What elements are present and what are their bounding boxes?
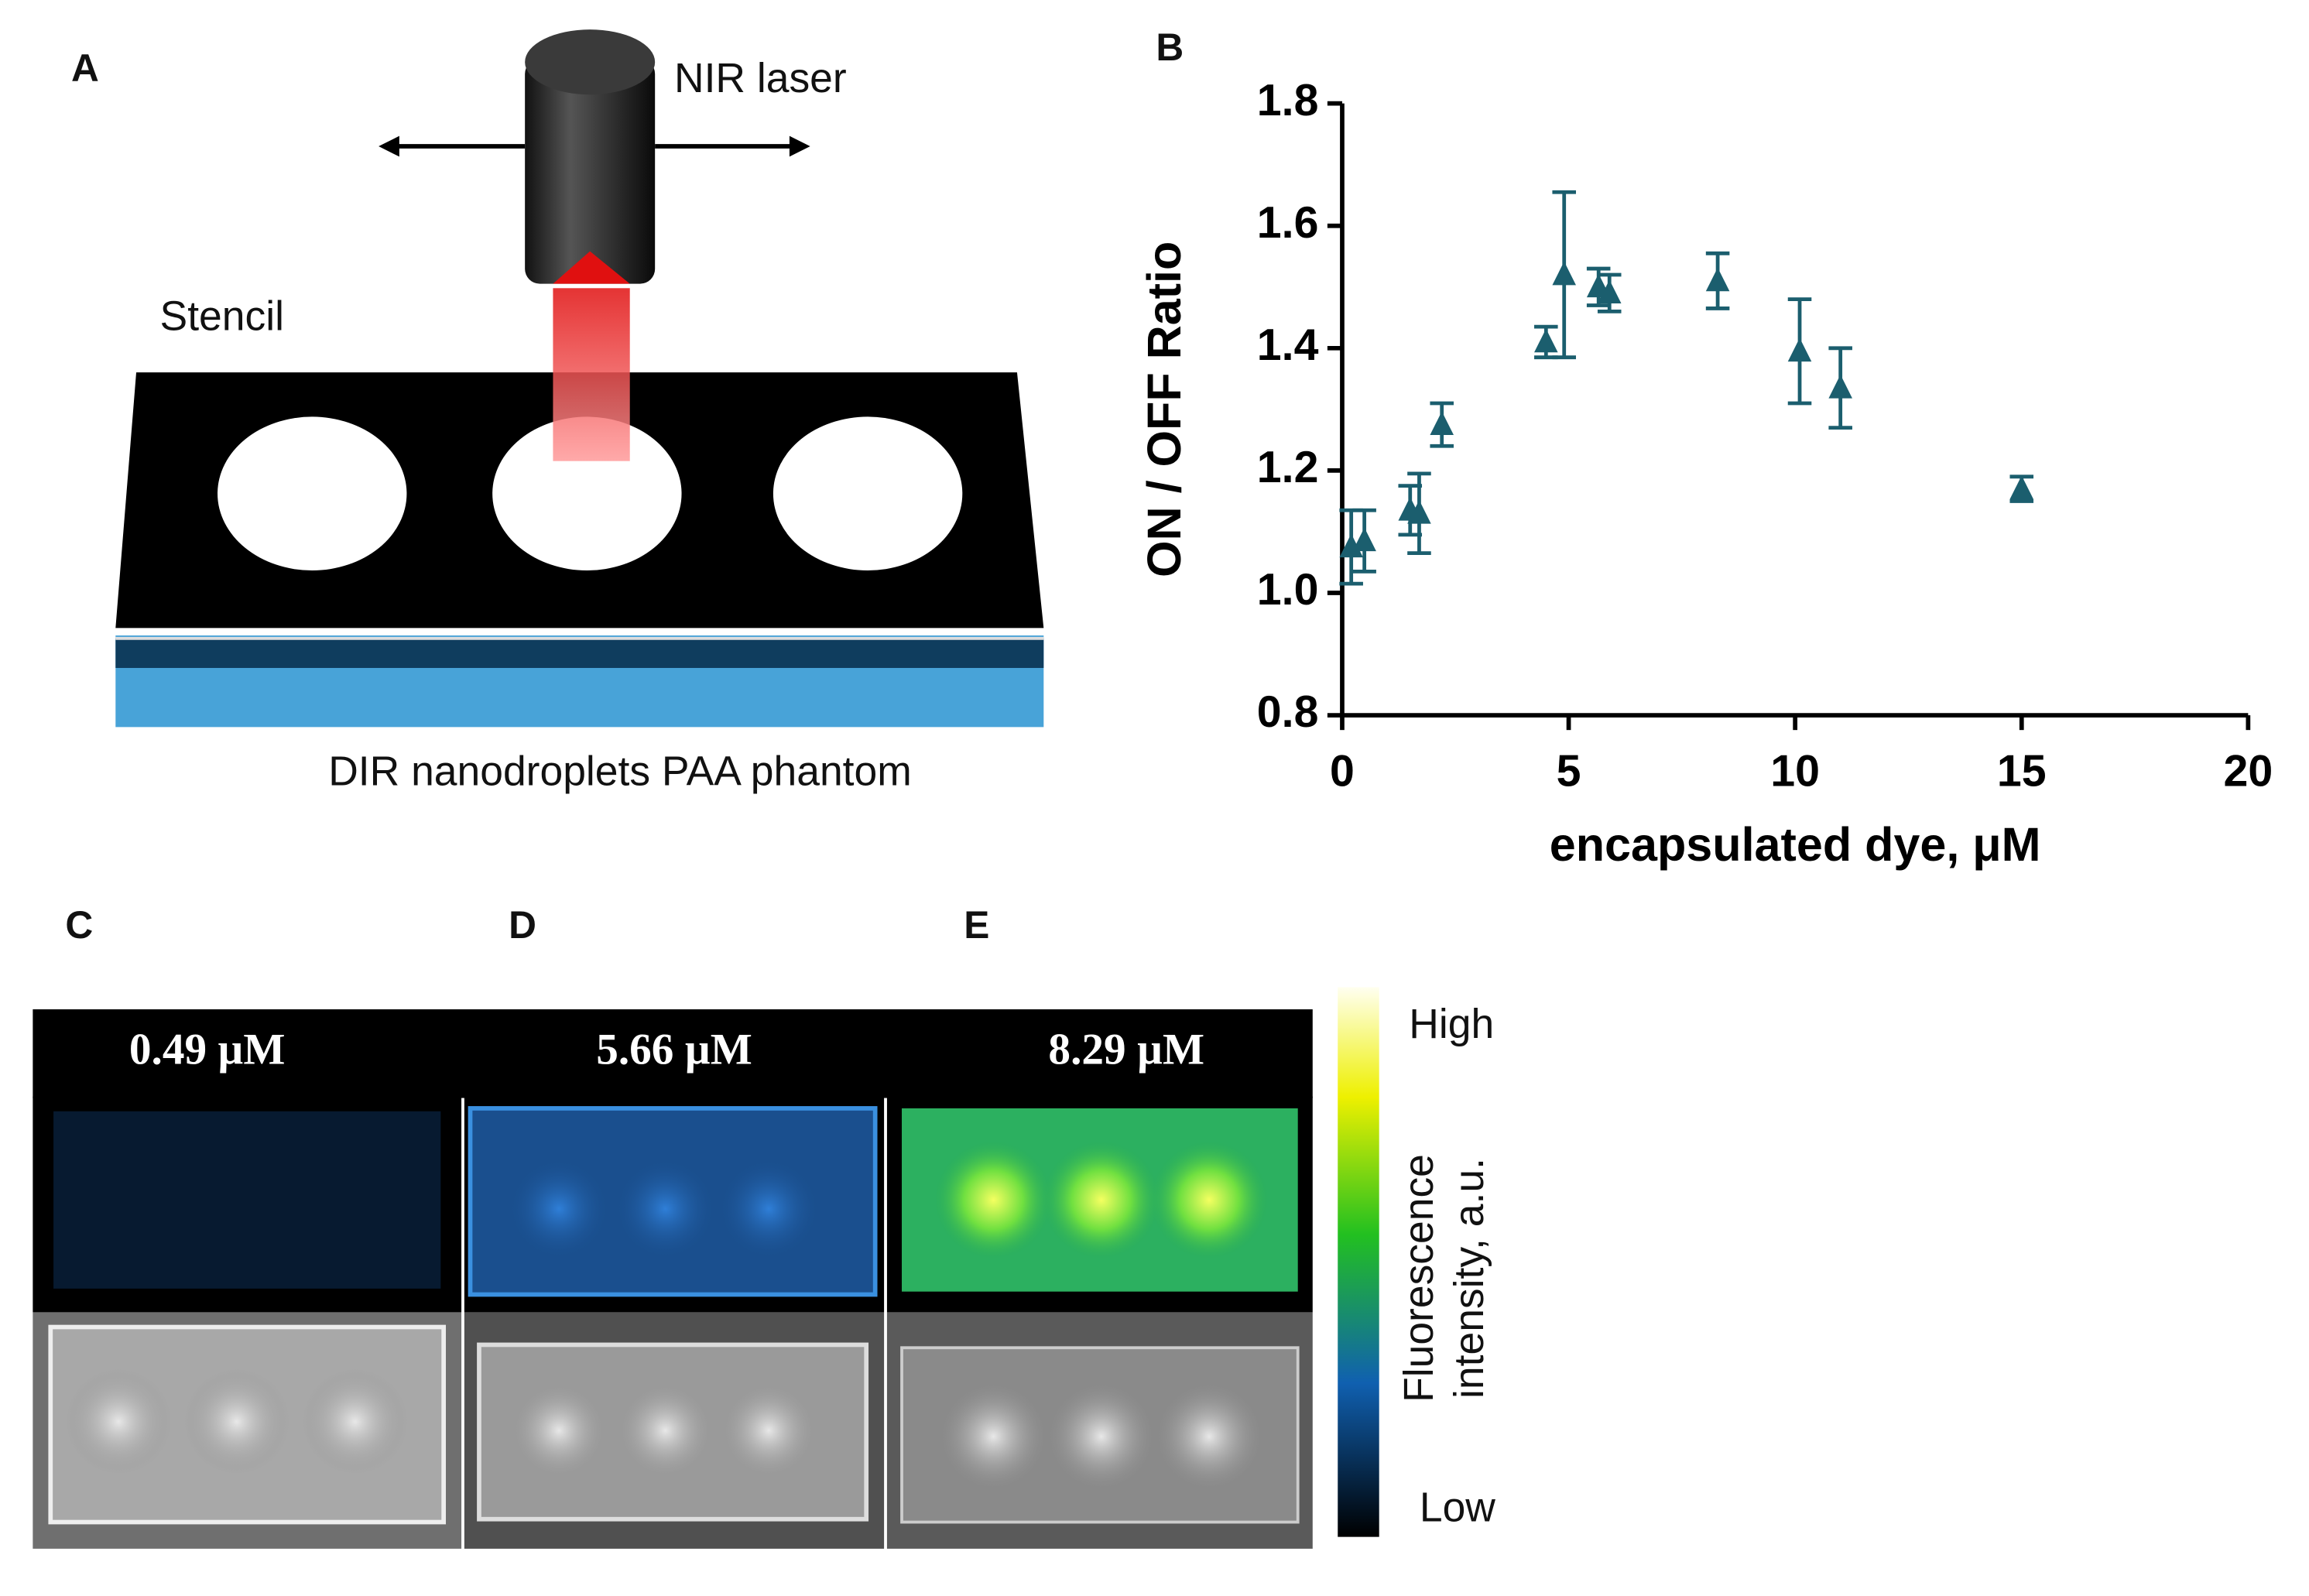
x-tick-label: 20 <box>2224 747 2273 796</box>
spot <box>718 1380 820 1481</box>
colorbar-label: Low <box>1420 1485 1495 1530</box>
y-axis-title: ON / OFF Ratio <box>1138 241 1190 577</box>
laser <box>525 59 656 284</box>
point <box>1430 411 1454 435</box>
label: Stencil <box>160 294 284 340</box>
concentration: 8.29 µM <box>1048 1025 1204 1074</box>
spot <box>509 1380 609 1481</box>
point <box>2009 475 2034 499</box>
spot <box>65 1368 172 1475</box>
panel-letter: B <box>1156 26 1184 69</box>
arrow-head <box>379 135 399 157</box>
laser-tip <box>553 251 630 284</box>
hole <box>218 416 407 570</box>
point <box>1534 328 1558 353</box>
x-axis-title: encapsulated dye, μM <box>1550 818 2041 871</box>
spot <box>1042 1140 1161 1259</box>
point <box>1705 267 1730 292</box>
spot <box>509 1158 609 1259</box>
x-tick-label: 5 <box>1557 747 1581 796</box>
spot <box>1149 1140 1269 1259</box>
point <box>1339 533 1363 558</box>
header-band <box>33 1009 1313 1098</box>
colorbar <box>1338 987 1379 1537</box>
point <box>1407 500 1431 524</box>
point <box>1597 279 1622 304</box>
colorbar-label: High <box>1409 1002 1494 1047</box>
hole <box>492 416 682 570</box>
concentration: 5.66 µM <box>596 1025 752 1074</box>
label: DIR nanodroplets PAA phantom <box>328 749 912 795</box>
hole <box>773 416 963 570</box>
spot <box>301 1368 409 1475</box>
panel-letter: C <box>65 903 93 947</box>
y-tick-label: 1.6 <box>1257 198 1319 248</box>
x-tick-label: 0 <box>1330 747 1355 796</box>
point <box>1828 375 1852 399</box>
laser-beam <box>553 288 630 461</box>
spot <box>183 1368 290 1475</box>
point <box>1552 261 1576 286</box>
y-tick-label: 1.2 <box>1257 443 1319 492</box>
laser-top <box>525 29 656 95</box>
x-tick-label: 15 <box>1997 747 2047 796</box>
label: NIR laser <box>674 56 847 101</box>
fluor-image <box>53 1111 441 1289</box>
spot <box>940 1383 1047 1490</box>
y-tick-label: 1.8 <box>1257 76 1319 125</box>
point <box>1352 527 1376 552</box>
colorbar-title: Fluorescence <box>1396 1154 1442 1402</box>
spot <box>615 1158 716 1259</box>
spot <box>934 1140 1053 1259</box>
panel-letter: A <box>71 46 99 90</box>
x-tick-label: 10 <box>1770 747 1820 796</box>
spot <box>1048 1383 1155 1490</box>
phantom-layer <box>115 638 1044 668</box>
spot <box>615 1380 716 1481</box>
panel-letter: E <box>964 903 989 947</box>
y-tick-label: 0.8 <box>1257 687 1319 737</box>
arrow-head <box>789 135 810 157</box>
chart: 0.8 1.0 1.2 1.4 1.6 1.8 0 5 10 15 20 encapsulated d… <box>1138 76 2273 871</box>
spot <box>718 1158 820 1259</box>
concentration: 0.49 µM <box>129 1025 286 1074</box>
colorbar-title: intensity, a.u. <box>1447 1158 1492 1399</box>
spot <box>1156 1383 1262 1490</box>
point <box>1787 337 1812 362</box>
panel-letter: D <box>509 903 536 947</box>
y-tick-label: 1.0 <box>1257 565 1319 615</box>
y-tick-label: 1.4 <box>1257 320 1319 370</box>
